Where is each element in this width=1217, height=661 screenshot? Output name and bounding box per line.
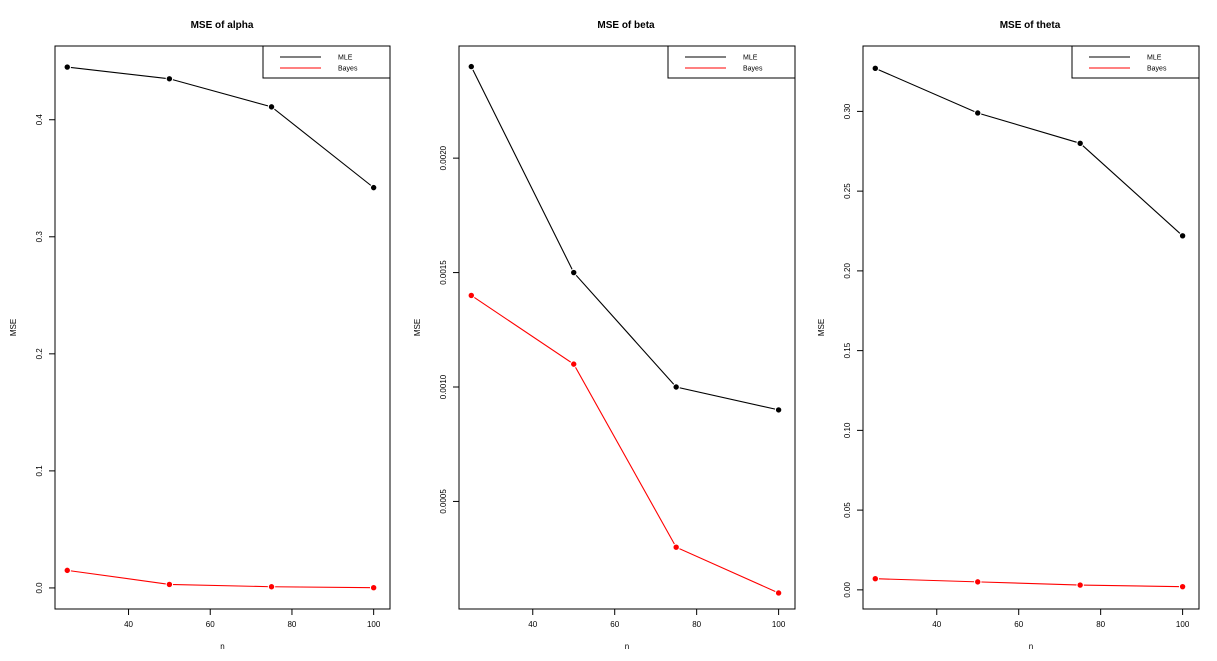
data-point-bayes (467, 291, 475, 300)
series-line-mle (875, 67, 1183, 237)
data-point-bayes (165, 580, 174, 589)
data-point-bayes (63, 566, 71, 575)
y-tick-label: 0.4 (35, 114, 44, 126)
plot-frame (54, 45, 391, 610)
legend-box (667, 45, 796, 79)
series-line-bayes (67, 569, 374, 589)
legend-label-mle: MLE (743, 55, 758, 62)
series-line-mle (470, 66, 779, 411)
data-point-mle (871, 64, 879, 73)
data-point-bayes (1076, 581, 1084, 589)
y-tick-label: 0.00 (843, 582, 852, 598)
y-tick-label: 0.0010 (439, 374, 448, 399)
data-point-mle (974, 109, 982, 117)
y-axis-label: MSE (817, 319, 826, 336)
y-tick-label: 0.2 (35, 348, 44, 360)
chart-title: MSE of beta (597, 20, 655, 31)
data-point-bayes (974, 578, 982, 586)
series-line-bayes (875, 578, 1183, 588)
y-tick-label: 0.10 (843, 422, 852, 438)
y-tick-label: 0.0 (35, 582, 44, 594)
y-tick-label: 0.20 (843, 263, 852, 279)
data-point-mle (467, 62, 475, 71)
y-tick-label: 0.0005 (439, 489, 448, 514)
x-tick-label: 40 (932, 620, 941, 629)
data-point-mle (63, 63, 71, 71)
legend-label-mle: MLE (1147, 55, 1162, 62)
y-tick-label: 0.30 (843, 103, 852, 119)
x-tick-label: 80 (1096, 620, 1105, 629)
y-tick-label: 0.25 (843, 183, 852, 199)
data-point-mle (1076, 139, 1084, 147)
x-tick-label: 100 (367, 620, 381, 629)
data-point-mle (267, 103, 276, 111)
y-axis-label: MSE (9, 319, 18, 336)
x-tick-label: 60 (610, 620, 619, 629)
data-point-bayes (267, 583, 276, 591)
y-tick-label: 0.05 (843, 502, 852, 518)
x-axis-label: n (220, 642, 224, 651)
legend-box (1071, 45, 1200, 79)
x-tick-label: 40 (528, 620, 537, 629)
y-tick-label: 0.15 (843, 342, 852, 358)
legend-label-mle: MLE (338, 55, 353, 62)
x-tick-label: 100 (1176, 620, 1190, 629)
legend-label-bayes: Bayes (743, 66, 763, 73)
x-axis-label: n (625, 642, 629, 651)
plot-frame (862, 45, 1200, 610)
chart-title: MSE of alpha (191, 20, 254, 31)
data-point-mle (570, 268, 578, 277)
data-point-bayes (774, 589, 783, 597)
x-tick-label: 80 (287, 620, 296, 629)
data-point-bayes (871, 574, 879, 583)
y-axis-label: MSE (413, 319, 422, 336)
data-point-bayes (369, 583, 378, 592)
series-line-mle (67, 66, 374, 189)
chart-panel-1: MSE of alpha 40 60 80 100 0.0 0.1 0.2 0.3 0.4 n MSE… (9, 20, 391, 651)
x-tick-label: 60 (1014, 620, 1023, 629)
data-point-bayes (672, 543, 680, 551)
data-point-bayes (1178, 582, 1187, 591)
x-tick-label: 100 (772, 620, 786, 629)
y-tick-label: 0.1 (35, 465, 44, 477)
data-point-mle (165, 75, 174, 83)
legend-box (262, 45, 391, 79)
data-point-mle (1178, 232, 1187, 240)
data-point-mle (369, 183, 378, 192)
chart-title: MSE of theta (1000, 20, 1061, 31)
chart-panel-3: MSE of theta 40 60 80 100 0.00 0.05 0.10 0.15 0.2… (817, 20, 1200, 651)
x-tick-label: 60 (206, 620, 215, 629)
data-point-bayes (570, 360, 578, 368)
y-tick-label: 0.3 (35, 231, 44, 243)
data-point-mle (774, 406, 783, 414)
x-tick-label: 40 (124, 620, 133, 629)
plot-frame (458, 45, 796, 610)
legend-label-bayes: Bayes (338, 66, 358, 73)
y-tick-label: 0.0015 (439, 260, 448, 285)
x-tick-label: 80 (692, 620, 701, 629)
legend-label-bayes: Bayes (1147, 66, 1167, 73)
data-point-mle (672, 383, 680, 391)
series-line-bayes (470, 295, 779, 594)
x-axis-label: n (1029, 642, 1033, 651)
y-tick-label: 0.0020 (439, 145, 448, 170)
chart-panel-2: MSE of beta 40 60 80 100 0.0005 0.0010 0.0015 0.… (413, 20, 796, 651)
